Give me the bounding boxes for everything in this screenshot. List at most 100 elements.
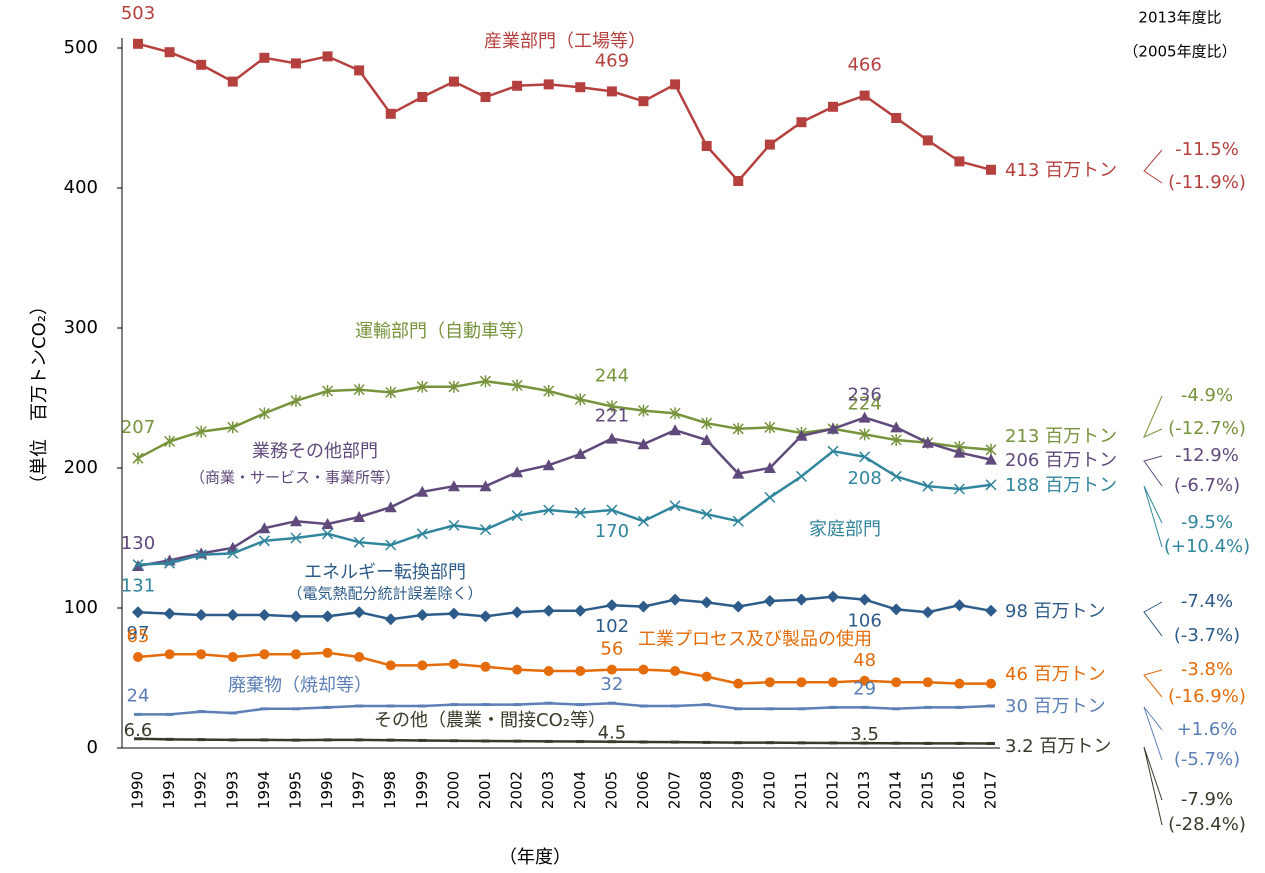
- marker: [987, 742, 995, 746]
- change-2013: -3.8%: [1181, 659, 1233, 680]
- marker: [575, 666, 586, 676]
- marker: [385, 108, 396, 119]
- marker: [732, 467, 745, 479]
- x-tick-label: 1997: [350, 771, 368, 809]
- data-label: 65: [127, 626, 150, 647]
- callout: [1143, 485, 1163, 548]
- marker: [165, 712, 174, 716]
- callout: [1143, 601, 1163, 637]
- callout: [1143, 669, 1163, 698]
- marker: [479, 610, 492, 623]
- marker: [732, 422, 744, 435]
- series-markers: [133, 647, 996, 689]
- marker: [795, 470, 807, 482]
- marker: [764, 491, 776, 503]
- marker: [481, 703, 490, 707]
- marker: [860, 741, 869, 745]
- callout: [1143, 395, 1163, 438]
- marker: [385, 539, 397, 551]
- marker: [797, 741, 806, 745]
- marker: [323, 738, 332, 742]
- x-axis-label: （年度）: [499, 847, 571, 868]
- y-tick-label: 0: [87, 737, 98, 758]
- marker: [384, 501, 397, 513]
- marker: [795, 593, 808, 606]
- change-2005: (-11.9%): [1168, 172, 1246, 193]
- marker: [321, 518, 334, 529]
- marker: [734, 707, 743, 711]
- y-tick-label: 200: [64, 457, 98, 478]
- marker: [607, 701, 616, 705]
- marker: [890, 603, 903, 616]
- marker: [986, 164, 996, 175]
- marker: [859, 675, 870, 686]
- marker: [922, 135, 933, 146]
- marker: [513, 739, 522, 743]
- marker: [512, 664, 523, 675]
- marker: [416, 380, 428, 393]
- data-label: 221: [595, 406, 629, 427]
- marker: [669, 424, 682, 436]
- data-label: 208: [847, 468, 881, 489]
- marker: [575, 82, 586, 93]
- data-label: 3.5: [850, 724, 879, 745]
- marker: [701, 508, 713, 520]
- data-label: 29: [853, 678, 876, 699]
- marker: [985, 479, 997, 491]
- marker: [354, 65, 365, 76]
- marker: [827, 445, 839, 457]
- callout: [1143, 455, 1163, 487]
- marker: [860, 705, 869, 709]
- marker: [637, 438, 650, 450]
- change-2013: +1.6%: [1177, 719, 1238, 740]
- marker: [164, 557, 176, 569]
- data-label: 48: [853, 650, 876, 671]
- marker: [700, 596, 713, 609]
- data-label: 466: [847, 55, 881, 76]
- marker: [701, 417, 713, 430]
- data-label: 4.5: [598, 723, 627, 744]
- marker: [702, 740, 711, 744]
- marker: [480, 661, 491, 672]
- marker: [829, 705, 838, 709]
- marker: [890, 421, 903, 433]
- marker: [321, 610, 334, 623]
- change-2005: (-6.7%): [1174, 475, 1240, 496]
- marker: [701, 671, 712, 682]
- marker: [260, 707, 269, 711]
- end-label: 188 百万トン: [1005, 475, 1117, 496]
- marker: [702, 703, 711, 707]
- marker: [385, 660, 396, 671]
- marker: [955, 705, 964, 709]
- data-label: 24: [127, 685, 150, 706]
- x-tick-label: 1998: [381, 771, 399, 809]
- marker: [511, 606, 524, 619]
- marker: [481, 739, 490, 743]
- x-tick-label: 2003: [539, 771, 557, 809]
- marker: [732, 600, 745, 613]
- marker: [226, 609, 239, 621]
- callout: [1143, 746, 1163, 826]
- marker: [544, 701, 553, 705]
- data-label: 32: [600, 674, 623, 695]
- marker: [511, 466, 524, 478]
- data-label: 244: [595, 365, 629, 386]
- data-label: 469: [595, 50, 629, 71]
- x-tick-label: 2016: [950, 771, 968, 809]
- marker: [639, 740, 648, 744]
- x-tick-label: 2001: [476, 771, 494, 809]
- marker: [953, 599, 966, 612]
- marker: [605, 599, 618, 612]
- marker: [954, 156, 965, 167]
- marker: [416, 485, 429, 497]
- change-2013: -12.9%: [1175, 445, 1239, 466]
- marker: [355, 704, 364, 708]
- marker: [574, 448, 587, 459]
- marker: [764, 139, 775, 150]
- marker: [449, 703, 458, 707]
- marker: [291, 738, 300, 742]
- x-tick-label: 2017: [982, 771, 1000, 809]
- series-line: [137, 416, 992, 568]
- marker: [765, 741, 774, 745]
- marker: [700, 434, 713, 445]
